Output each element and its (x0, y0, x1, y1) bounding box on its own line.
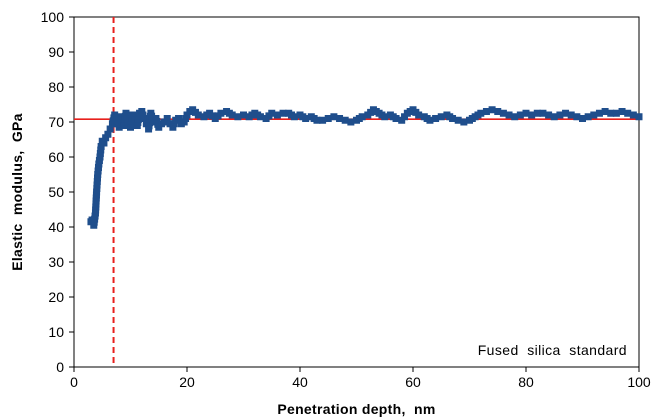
data-point (567, 111, 575, 119)
data-point (460, 118, 468, 126)
data-point (279, 109, 287, 117)
data-point (381, 113, 389, 121)
data-point (522, 109, 530, 117)
data-point (194, 111, 202, 119)
data-point (100, 139, 108, 147)
data-point (528, 111, 536, 119)
data-point (533, 109, 541, 117)
data-point (336, 115, 344, 122)
data-point (432, 115, 440, 122)
data-point (579, 115, 586, 122)
data-point (550, 113, 558, 121)
data-point (477, 109, 485, 117)
data-point (228, 111, 236, 119)
x-tick-label: 20 (179, 374, 195, 390)
data-point (590, 111, 598, 119)
data-point (140, 115, 148, 122)
data-point (545, 111, 553, 119)
data-point (595, 109, 603, 117)
data-point (607, 109, 615, 117)
data-point (111, 111, 119, 119)
data-point (426, 116, 434, 124)
data-point (624, 109, 632, 117)
data-point (539, 109, 547, 117)
data-point (482, 108, 490, 115)
reference-lines (74, 17, 639, 367)
data-point (104, 130, 112, 138)
data-point (256, 113, 264, 121)
data-point (240, 111, 247, 119)
data-point (273, 111, 281, 119)
data-point (494, 108, 502, 115)
data-point (437, 113, 445, 121)
plot-frame (73, 16, 640, 368)
data-point (601, 108, 609, 115)
annotation-label: Fused silica standard (478, 342, 627, 358)
data-point (268, 109, 276, 117)
y-tick-label: 20 (48, 289, 64, 305)
data-point (488, 106, 496, 114)
data-point (392, 115, 400, 122)
y-tick-label: 100 (41, 9, 65, 25)
data-point (347, 118, 355, 126)
y-tick-label: 60 (48, 149, 64, 165)
data-point (129, 111, 137, 119)
data-point (302, 115, 310, 122)
data-point (499, 109, 507, 117)
data-point (163, 115, 171, 122)
data-point (612, 109, 620, 117)
x-tick-label: 40 (292, 374, 308, 390)
y-tick-label: 0 (56, 359, 64, 375)
y-tick-label: 10 (48, 324, 64, 340)
data-point (341, 116, 349, 124)
x-tick-label: 100 (627, 374, 651, 390)
y-axis-title: Elastic modulus, GPa (9, 113, 25, 271)
data-point (562, 109, 570, 117)
x-tick-label: 80 (518, 374, 534, 390)
data-point (584, 113, 592, 121)
y-tick-label: 50 (48, 184, 64, 200)
data-point (556, 111, 564, 119)
data-point (618, 108, 626, 115)
data-point (319, 116, 327, 124)
data-point (217, 109, 225, 117)
data-point (573, 113, 581, 121)
data-point (505, 111, 513, 119)
y-tick-label: 90 (48, 44, 64, 60)
data-point (635, 113, 643, 121)
y-tick-label: 80 (48, 79, 64, 95)
x-tick-label: 60 (405, 374, 421, 390)
data-point (324, 115, 332, 122)
data-point (175, 115, 183, 122)
data-point (290, 113, 298, 121)
data-point (449, 115, 457, 122)
data-point (358, 113, 366, 121)
x-tick-label: 0 (70, 374, 78, 390)
data-point (330, 113, 338, 121)
data-point (313, 116, 321, 124)
y-tick-label: 40 (48, 219, 64, 235)
y-tick-label: 30 (48, 254, 64, 270)
data-points (87, 106, 643, 229)
data-point (234, 113, 242, 121)
data-point (454, 116, 462, 124)
y-tick-label: 70 (48, 114, 64, 130)
data-point (511, 113, 519, 121)
x-axis-title: Penetration depth, nm (277, 401, 435, 417)
data-point (629, 111, 637, 119)
axis-ticks: 0 10 20 30 40 50 60 70 80 90 100 0 20 40 60 80 100 (41, 9, 651, 390)
data-point (106, 125, 114, 133)
data-point (415, 111, 423, 119)
data-point (516, 111, 524, 119)
